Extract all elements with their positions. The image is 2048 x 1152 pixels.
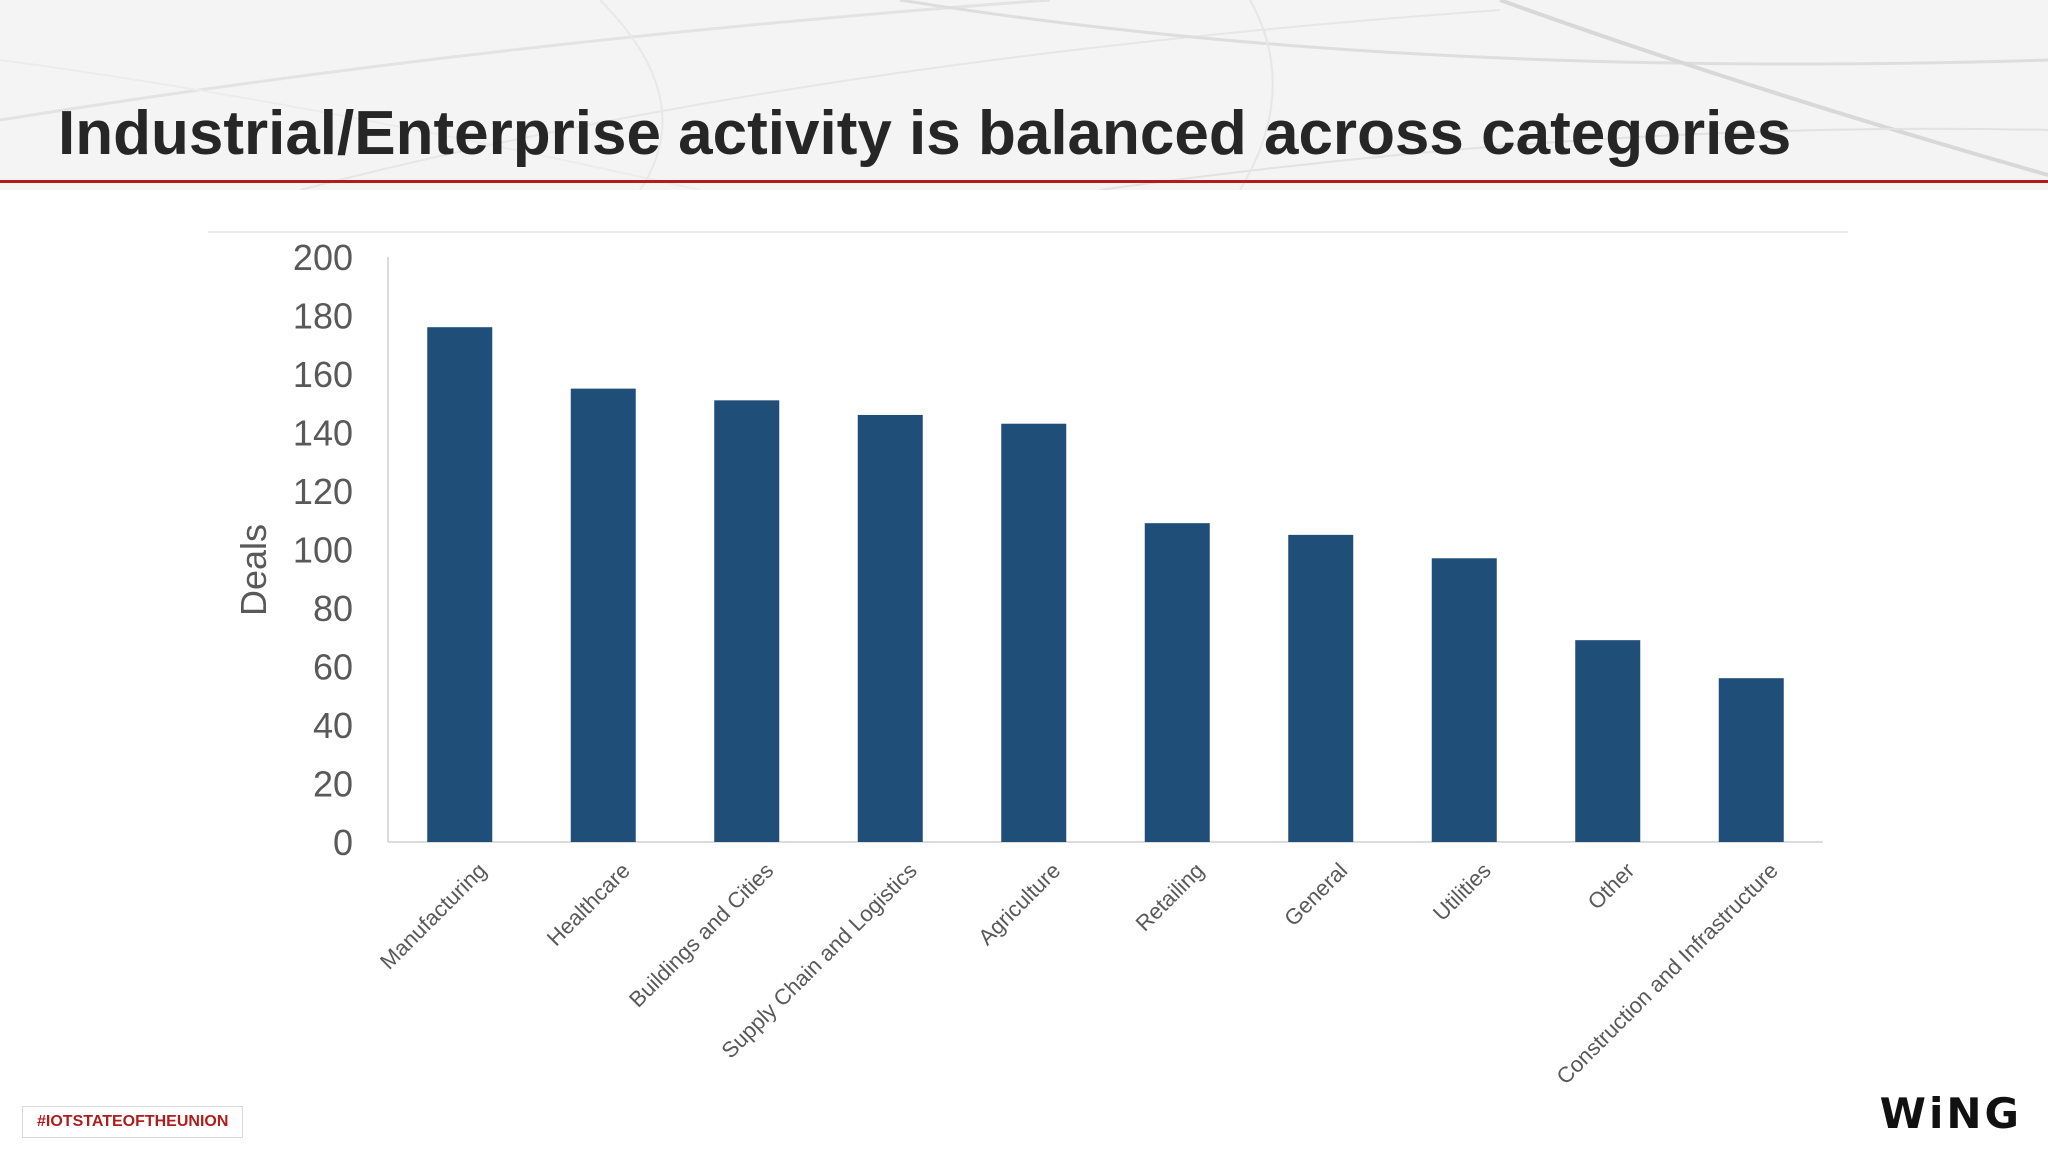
hashtag-badge: #IOTSTATEOFTHEUNION: [22, 1106, 244, 1138]
bar-chart: Deals 0 20 40 60 80 100 120 140 160 180 200 Manufa…: [208, 231, 1848, 1089]
bar-series: [427, 327, 1784, 842]
y-tick-label: 80: [313, 588, 353, 629]
slide-title: Industrial/Enterprise activity is balanc…: [58, 99, 1792, 168]
y-tick-label: 180: [293, 296, 353, 337]
x-tick-label: Retailing: [1131, 858, 1209, 936]
y-tick-label: 0: [333, 822, 353, 863]
y-tick-label: 100: [293, 530, 353, 571]
background-wing-pattern: [0, 0, 2048, 190]
x-tick-label: Buildings and Cities: [624, 858, 778, 1012]
bar-utilities: [1431, 558, 1497, 842]
bar-healthcare: [570, 388, 636, 842]
x-tick-label: Other: [1583, 858, 1640, 915]
bar-construction-and-infrastructure: [1718, 678, 1784, 842]
x-tick-label: General: [1279, 858, 1352, 931]
bar-agriculture: [1001, 423, 1067, 842]
title-divider: [0, 180, 2048, 183]
x-tick-label: Manufacturing: [375, 858, 491, 974]
y-tick-label: 60: [313, 647, 353, 688]
y-tick-label: 200: [293, 237, 353, 278]
y-tick-label: 20: [313, 764, 353, 805]
bar-general: [1288, 534, 1354, 842]
y-tick-label: 160: [293, 354, 353, 395]
y-tick-label: 40: [313, 705, 353, 746]
y-axis-title: Deals: [233, 524, 274, 616]
bar-buildings-and-cities: [714, 400, 780, 842]
x-tick-label: Utilities: [1428, 858, 1496, 926]
x-tick-label: Healthcare: [542, 858, 635, 951]
wing-logo: WiNG: [1879, 1089, 2022, 1138]
bar-manufacturing: [427, 327, 493, 842]
y-tick-label: 140: [293, 413, 353, 454]
y-tick-label: 120: [293, 471, 353, 512]
bar-retailing: [1144, 523, 1210, 842]
bar-supply-chain-and-logistics: [857, 414, 923, 842]
x-tick-label: Agriculture: [973, 858, 1065, 950]
bar-other: [1575, 640, 1641, 842]
y-axis-ticks: 0 20 40 60 80 100 120 140 160 180 200: [293, 237, 353, 863]
